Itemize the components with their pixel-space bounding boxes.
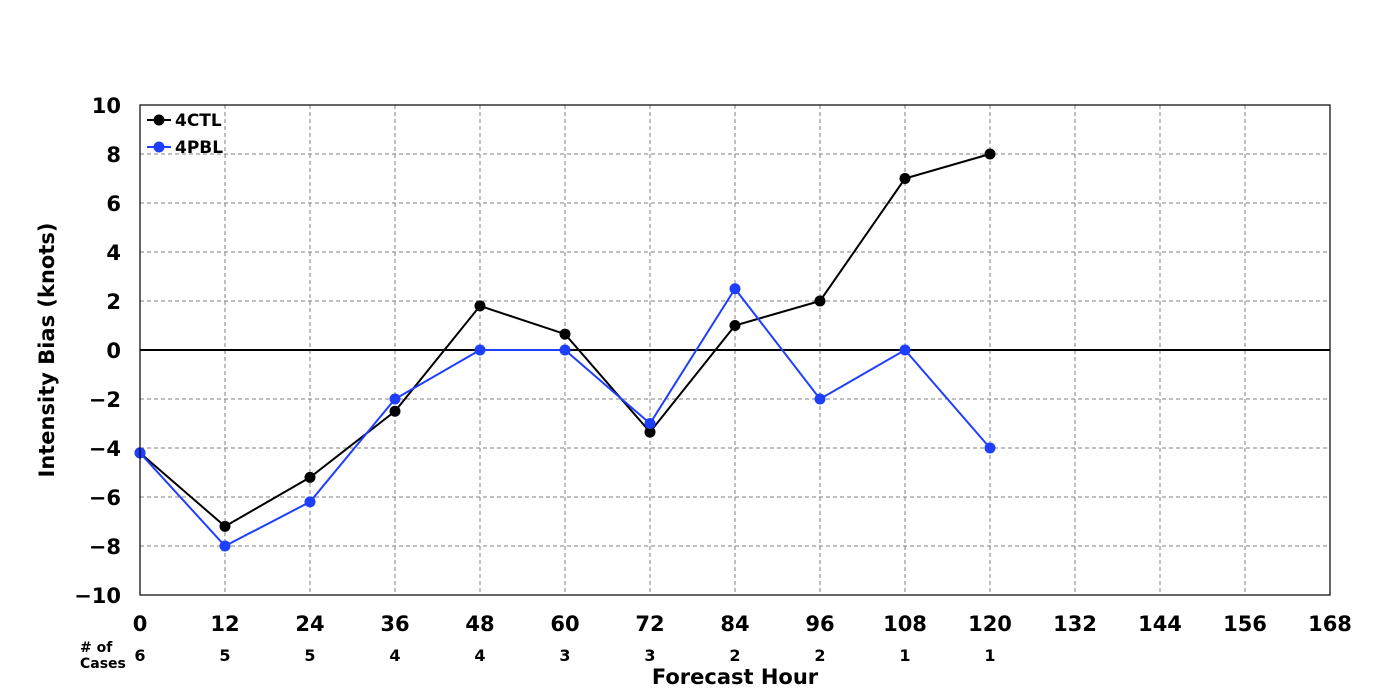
case-count-value: 5 (304, 646, 315, 665)
x-tick-label: 12 (210, 612, 239, 636)
data-point-4ctl (899, 173, 911, 184)
data-point-4pbl (899, 344, 911, 356)
plot-frame (139, 104, 1331, 596)
data-point-4pbl (729, 283, 741, 295)
y-tick-label: −6 (89, 486, 121, 510)
data-point-4ctl (559, 328, 571, 340)
x-tick-labels: 0 12 24 36 48 60 72 84 96 108 120 132 144 156 168 (133, 612, 1352, 636)
y-tick-label: −2 (89, 388, 121, 412)
cases-label-line1: # of (80, 640, 113, 656)
cases-label-line2: Cases (80, 656, 126, 672)
x-axis-title: Forecast Hour (652, 665, 819, 689)
y-tick-label: 4 (106, 241, 121, 265)
x-tick-label: 24 (295, 612, 324, 636)
legend: 4CTL 4PBL (147, 111, 223, 158)
case-count-value: 4 (389, 646, 400, 665)
case-count-value: 4 (474, 646, 485, 665)
x-tick-label: 48 (465, 612, 494, 636)
data-point-4pbl (644, 418, 656, 429)
case-count-value: 2 (729, 646, 740, 665)
legend-marker-4ctl (153, 114, 165, 126)
y-tick-label: 0 (106, 339, 121, 363)
case-count-value: 3 (644, 646, 655, 665)
data-point-4pbl (304, 496, 316, 508)
data-point-4pbl (219, 540, 231, 552)
y-tick-label: 2 (106, 290, 121, 314)
x-tick-label: 72 (635, 612, 664, 636)
data-point-4pbl (984, 442, 996, 454)
case-count-value: 1 (984, 646, 995, 665)
data-point-4pbl (559, 344, 571, 356)
x-tick-label: 156 (1223, 612, 1267, 636)
data-point-4ctl (984, 148, 996, 160)
y-tick-label: 8 (106, 143, 121, 167)
data-point-4ctl (219, 520, 231, 532)
case-count-value: 2 (814, 646, 825, 665)
y-tick-labels: −10 −8 −6 −4 −2 0 2 4 6 8 10 (74, 94, 121, 608)
x-tick-label: 60 (550, 612, 579, 636)
x-tick-label: 168 (1308, 612, 1352, 636)
case-count-value: 3 (559, 646, 570, 665)
legend-label-4pbl: 4PBL (175, 138, 223, 158)
case-count-values: 6 5 5 4 4 3 3 2 2 1 1 (134, 646, 995, 665)
y-tick-label: 6 (106, 192, 121, 216)
data-point-4ctl (474, 300, 486, 312)
legend-label-4ctl: 4CTL (175, 111, 222, 131)
y-axis-title: Intensity Bias (knots) (35, 223, 59, 478)
grid-lines (140, 105, 1330, 595)
y-tick-label: −4 (89, 437, 121, 461)
case-count-value: 5 (219, 646, 230, 665)
legend-marker-4pbl (153, 141, 165, 153)
data-point-4ctl (814, 295, 826, 307)
x-tick-label: 120 (968, 612, 1012, 636)
data-point-4ctl (304, 471, 316, 483)
x-tick-label: 132 (1053, 612, 1097, 636)
data-point-4pbl (389, 393, 401, 405)
x-tick-label: 36 (380, 612, 409, 636)
x-tick-label: 144 (1138, 612, 1182, 636)
series-lines (134, 148, 996, 552)
y-tick-label: 10 (92, 94, 121, 118)
x-tick-label: 108 (883, 612, 927, 636)
data-point-4pbl (814, 393, 826, 405)
case-count-value: 6 (134, 646, 145, 665)
data-point-4ctl (729, 320, 741, 331)
y-tick-label: −10 (74, 584, 121, 608)
data-point-4ctl (389, 405, 401, 417)
data-point-4ctl (644, 426, 656, 438)
data-point-4pbl (474, 344, 486, 356)
x-tick-label: 0 (133, 612, 148, 636)
x-tick-label: 84 (720, 612, 749, 636)
x-tick-label: 96 (805, 612, 834, 636)
y-tick-label: −8 (89, 535, 121, 559)
case-count-value: 1 (899, 646, 910, 665)
